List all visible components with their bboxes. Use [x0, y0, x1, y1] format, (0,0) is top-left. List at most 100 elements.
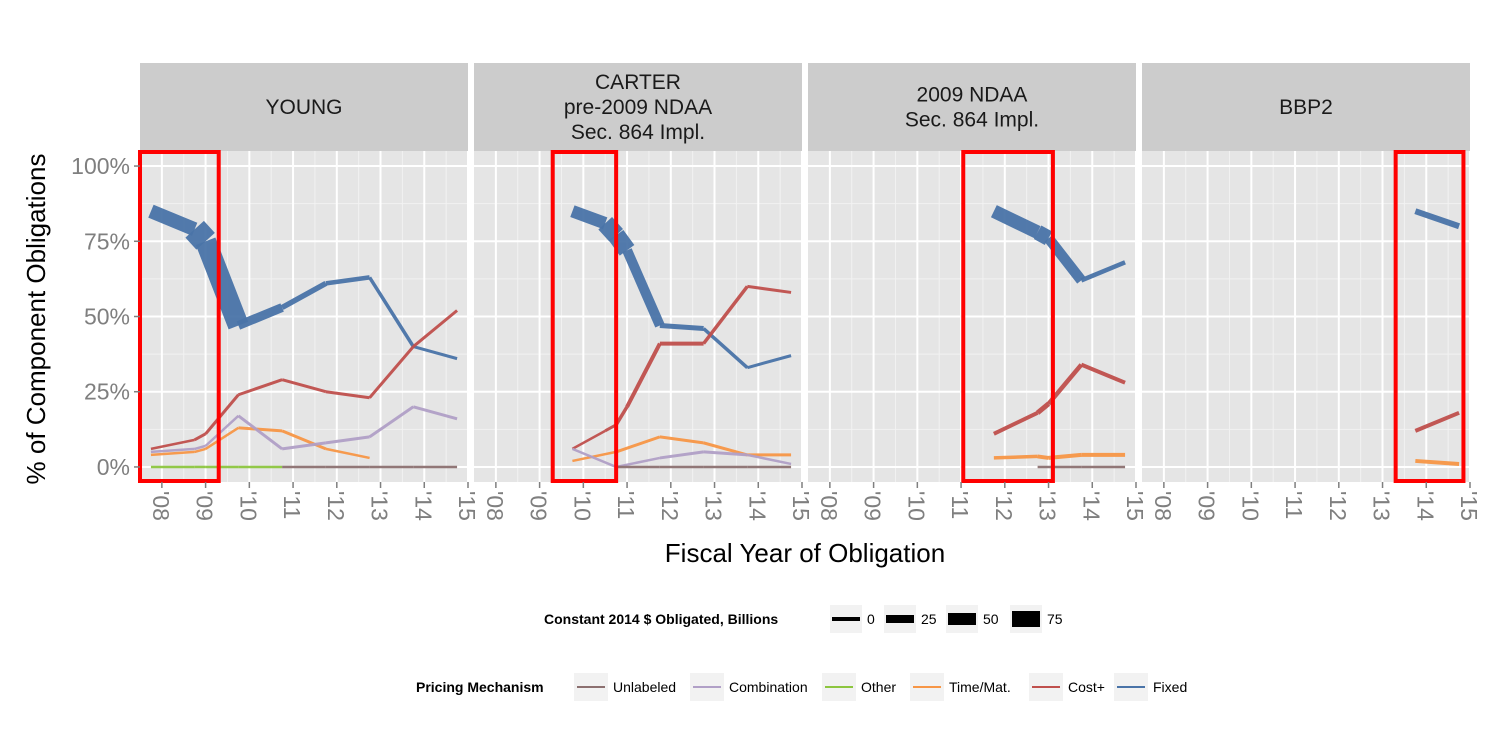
y-axis-title: % of Component Obligations [21, 154, 51, 485]
series-segment [204, 414, 240, 447]
x-tick-label: '11 [279, 491, 305, 519]
series-time-mat- [993, 452, 1126, 460]
panel-title-line: CARTER [595, 71, 681, 94]
series-time-mat- [572, 435, 792, 463]
series-segment [1037, 454, 1049, 460]
y-tick-label: 75% [84, 228, 130, 254]
series-segment [570, 205, 608, 230]
panels: YOUNG '08 '09 '10 '11 '12 '13 '14 '15 CARTERpre-2… [138, 63, 1482, 521]
x-tick-label: '12 [991, 491, 1017, 521]
series-segment [325, 390, 370, 400]
size-legend: Constant 2014 $ Obligated, Billions 0 25 5… [544, 605, 1063, 633]
series-fixed [1414, 208, 1461, 230]
x-tick-label: '10 [1237, 491, 1263, 521]
x-tick-label: '13 [701, 491, 727, 521]
series-segment [281, 378, 327, 394]
x-tick-label: '08 [482, 491, 508, 521]
series-segment [237, 378, 283, 397]
series-segment [195, 237, 249, 330]
panel-1: YOUNG '08 '09 '10 '11 '12 '13 '14 '15 [138, 63, 480, 521]
series-segment [412, 309, 459, 348]
series-segment [747, 284, 792, 294]
series-segment [992, 410, 1039, 436]
x-tick-label: '13 [1369, 491, 1395, 521]
x-tick-label: '14 [410, 491, 436, 521]
series-segment [368, 276, 415, 348]
series-segment [990, 205, 1041, 239]
color-legend-label: Other [861, 679, 896, 695]
color-legend: Pricing Mechanism Unlabeled Combination Ot… [416, 673, 1187, 701]
y-tick-label: 25% [84, 379, 130, 405]
series-segment [703, 450, 748, 457]
panel-strip [474, 63, 802, 151]
series-time-mat- [1415, 458, 1460, 466]
x-tick-label: '15 [1122, 491, 1148, 521]
x-tick-label: '09 [860, 491, 886, 521]
series-segment [194, 444, 206, 451]
panel-title-line: 2009 NDAA [917, 84, 1028, 107]
x-tick-label: '09 [1194, 491, 1220, 521]
series-segment [412, 345, 458, 361]
panel-strip [140, 63, 468, 151]
x-tick-label: '12 [323, 491, 349, 521]
color-legend-label: Unlabeled [613, 679, 676, 695]
series-segment [368, 345, 415, 399]
series-combination [150, 405, 458, 454]
panel-strip [808, 63, 1136, 151]
x-axis-title: Fiscal Year of Obligation [665, 538, 945, 568]
series-segment [325, 435, 370, 445]
series-segment [615, 435, 661, 454]
x-tick-label: '12 [1325, 491, 1351, 521]
size-legend-label: 25 [921, 611, 937, 627]
x-tick-label: '09 [192, 491, 218, 521]
x-tick-label: '13 [367, 491, 393, 521]
y-tick-label: 0% [97, 454, 130, 480]
series-combination [571, 447, 792, 469]
series-time-mat- [150, 426, 370, 460]
series-segment [1080, 260, 1126, 283]
size-legend-label: 0 [867, 611, 875, 627]
series-segment [993, 454, 1038, 460]
series-cost- [1414, 410, 1460, 433]
series-segment [204, 426, 240, 450]
series-segment [281, 429, 327, 451]
x-tick-label: '14 [1078, 491, 1104, 521]
series-segment [1036, 401, 1051, 415]
x-tick-label: '09 [526, 491, 552, 521]
series-segment [571, 429, 606, 450]
series-segment [622, 248, 665, 328]
series-segment [185, 220, 215, 250]
series-segment [625, 342, 662, 408]
y-tick-label: 50% [84, 304, 130, 330]
series-segment [281, 441, 327, 451]
panel-title-line: Sec. 864 Impl. [571, 121, 705, 144]
series-segment [746, 354, 792, 370]
series-segment [194, 447, 206, 454]
x-tick-label: '14 [744, 491, 770, 521]
series-segment [193, 432, 207, 442]
series-segment [1414, 208, 1461, 230]
x-tick-label: '11 [613, 491, 639, 519]
series-segment [236, 303, 284, 330]
panel-strip [1142, 63, 1470, 151]
panel-title-line: BBP2 [1279, 96, 1333, 119]
series-segment [412, 405, 458, 421]
series-segment [572, 450, 617, 463]
x-tick-label: '08 [1150, 491, 1176, 521]
x-tick-label: '11 [1281, 491, 1307, 519]
size-legend-label: 75 [1047, 611, 1063, 627]
series-segment [1414, 410, 1460, 433]
series-segment [325, 275, 370, 286]
panel-title-line: Sec. 864 Impl. [905, 109, 1039, 132]
panel-title-line: pre-2009 NDAA [564, 96, 712, 119]
series-segment [702, 285, 749, 345]
series-segment [150, 450, 195, 457]
series-segment [238, 426, 283, 433]
x-tick-label: '11 [947, 491, 973, 519]
series-segment [204, 393, 240, 435]
panel-title-line: YOUNG [265, 96, 342, 119]
series-segment [280, 280, 328, 310]
